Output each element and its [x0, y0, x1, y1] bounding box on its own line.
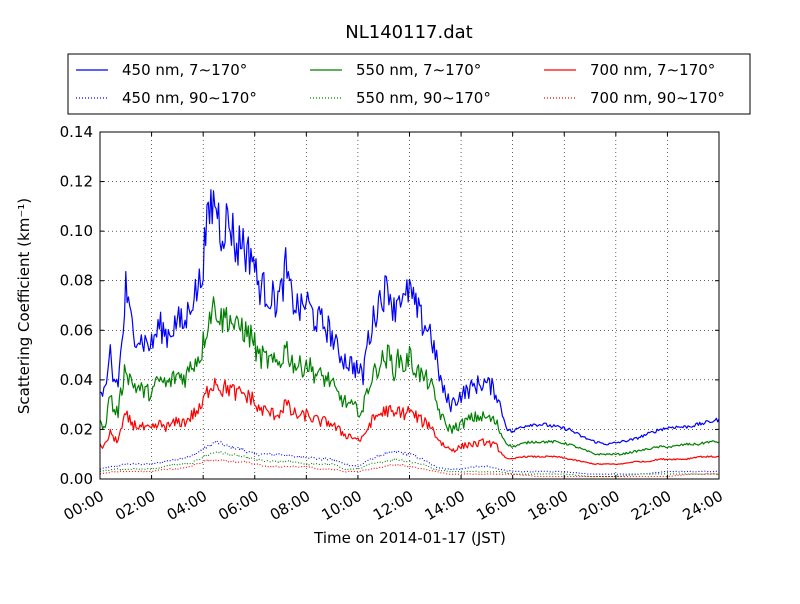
x-tick-label: 12:00: [370, 487, 416, 524]
y-tick-label: 0.10: [60, 222, 93, 240]
x-tick-label: 16:00: [473, 487, 519, 524]
legend: 450 nm, 7∼170° 550 nm, 7∼170° 700 nm, 7∼17…: [67, 53, 751, 115]
x-tick-label: 02:00: [112, 487, 158, 524]
y-axis-label: Scattering Coefficient (km⁻¹): [15, 198, 33, 414]
series-line: [99, 450, 720, 478]
x-tick-label: 18:00: [525, 487, 571, 524]
y-tick-label: 0.00: [60, 470, 93, 488]
x-tick-label: 08:00: [267, 487, 313, 524]
legend-label: 450 nm, 90∼170°: [122, 89, 257, 107]
legend-label: 550 nm, 90∼170°: [356, 89, 491, 107]
y-tick-label: 0.12: [60, 173, 93, 191]
y-tick-label: 0.04: [60, 371, 93, 389]
legend-label: 700 nm, 7∼170°: [590, 61, 715, 79]
legend-label: 550 nm, 7∼170°: [356, 61, 481, 79]
x-tick-label: 10:00: [318, 487, 364, 524]
y-tick-label: 0.06: [60, 321, 93, 339]
legend-box: [67, 53, 751, 115]
x-tick-label: 14:00: [422, 487, 468, 524]
x-tick-label: 24:00: [680, 487, 726, 524]
chart-title: NL140117.dat: [345, 22, 472, 43]
y-tick-label: 0.14: [60, 123, 93, 141]
x-tick-label: 06:00: [215, 487, 261, 524]
legend-label: 700 nm, 90∼170°: [590, 89, 725, 107]
y-axis: 0.00 0.02 0.04 0.06 0.08 0.10 0.12 0.14: [60, 123, 719, 488]
x-tick-label: 04:00: [164, 487, 210, 524]
x-tick-label: 22:00: [628, 487, 674, 524]
y-tick-label: 0.08: [60, 272, 93, 290]
series-line: [99, 439, 720, 475]
x-tick-label: 00:00: [61, 487, 107, 524]
series-line: [99, 377, 720, 466]
y-tick-label: 0.02: [60, 420, 93, 438]
x-axis-label: Time on 2014-01-17 (JST): [313, 529, 506, 547]
series-line: [99, 296, 719, 456]
x-tick-label: 20:00: [576, 487, 622, 524]
legend-label: 450 nm, 7∼170°: [122, 61, 247, 79]
series-line: [99, 189, 720, 446]
